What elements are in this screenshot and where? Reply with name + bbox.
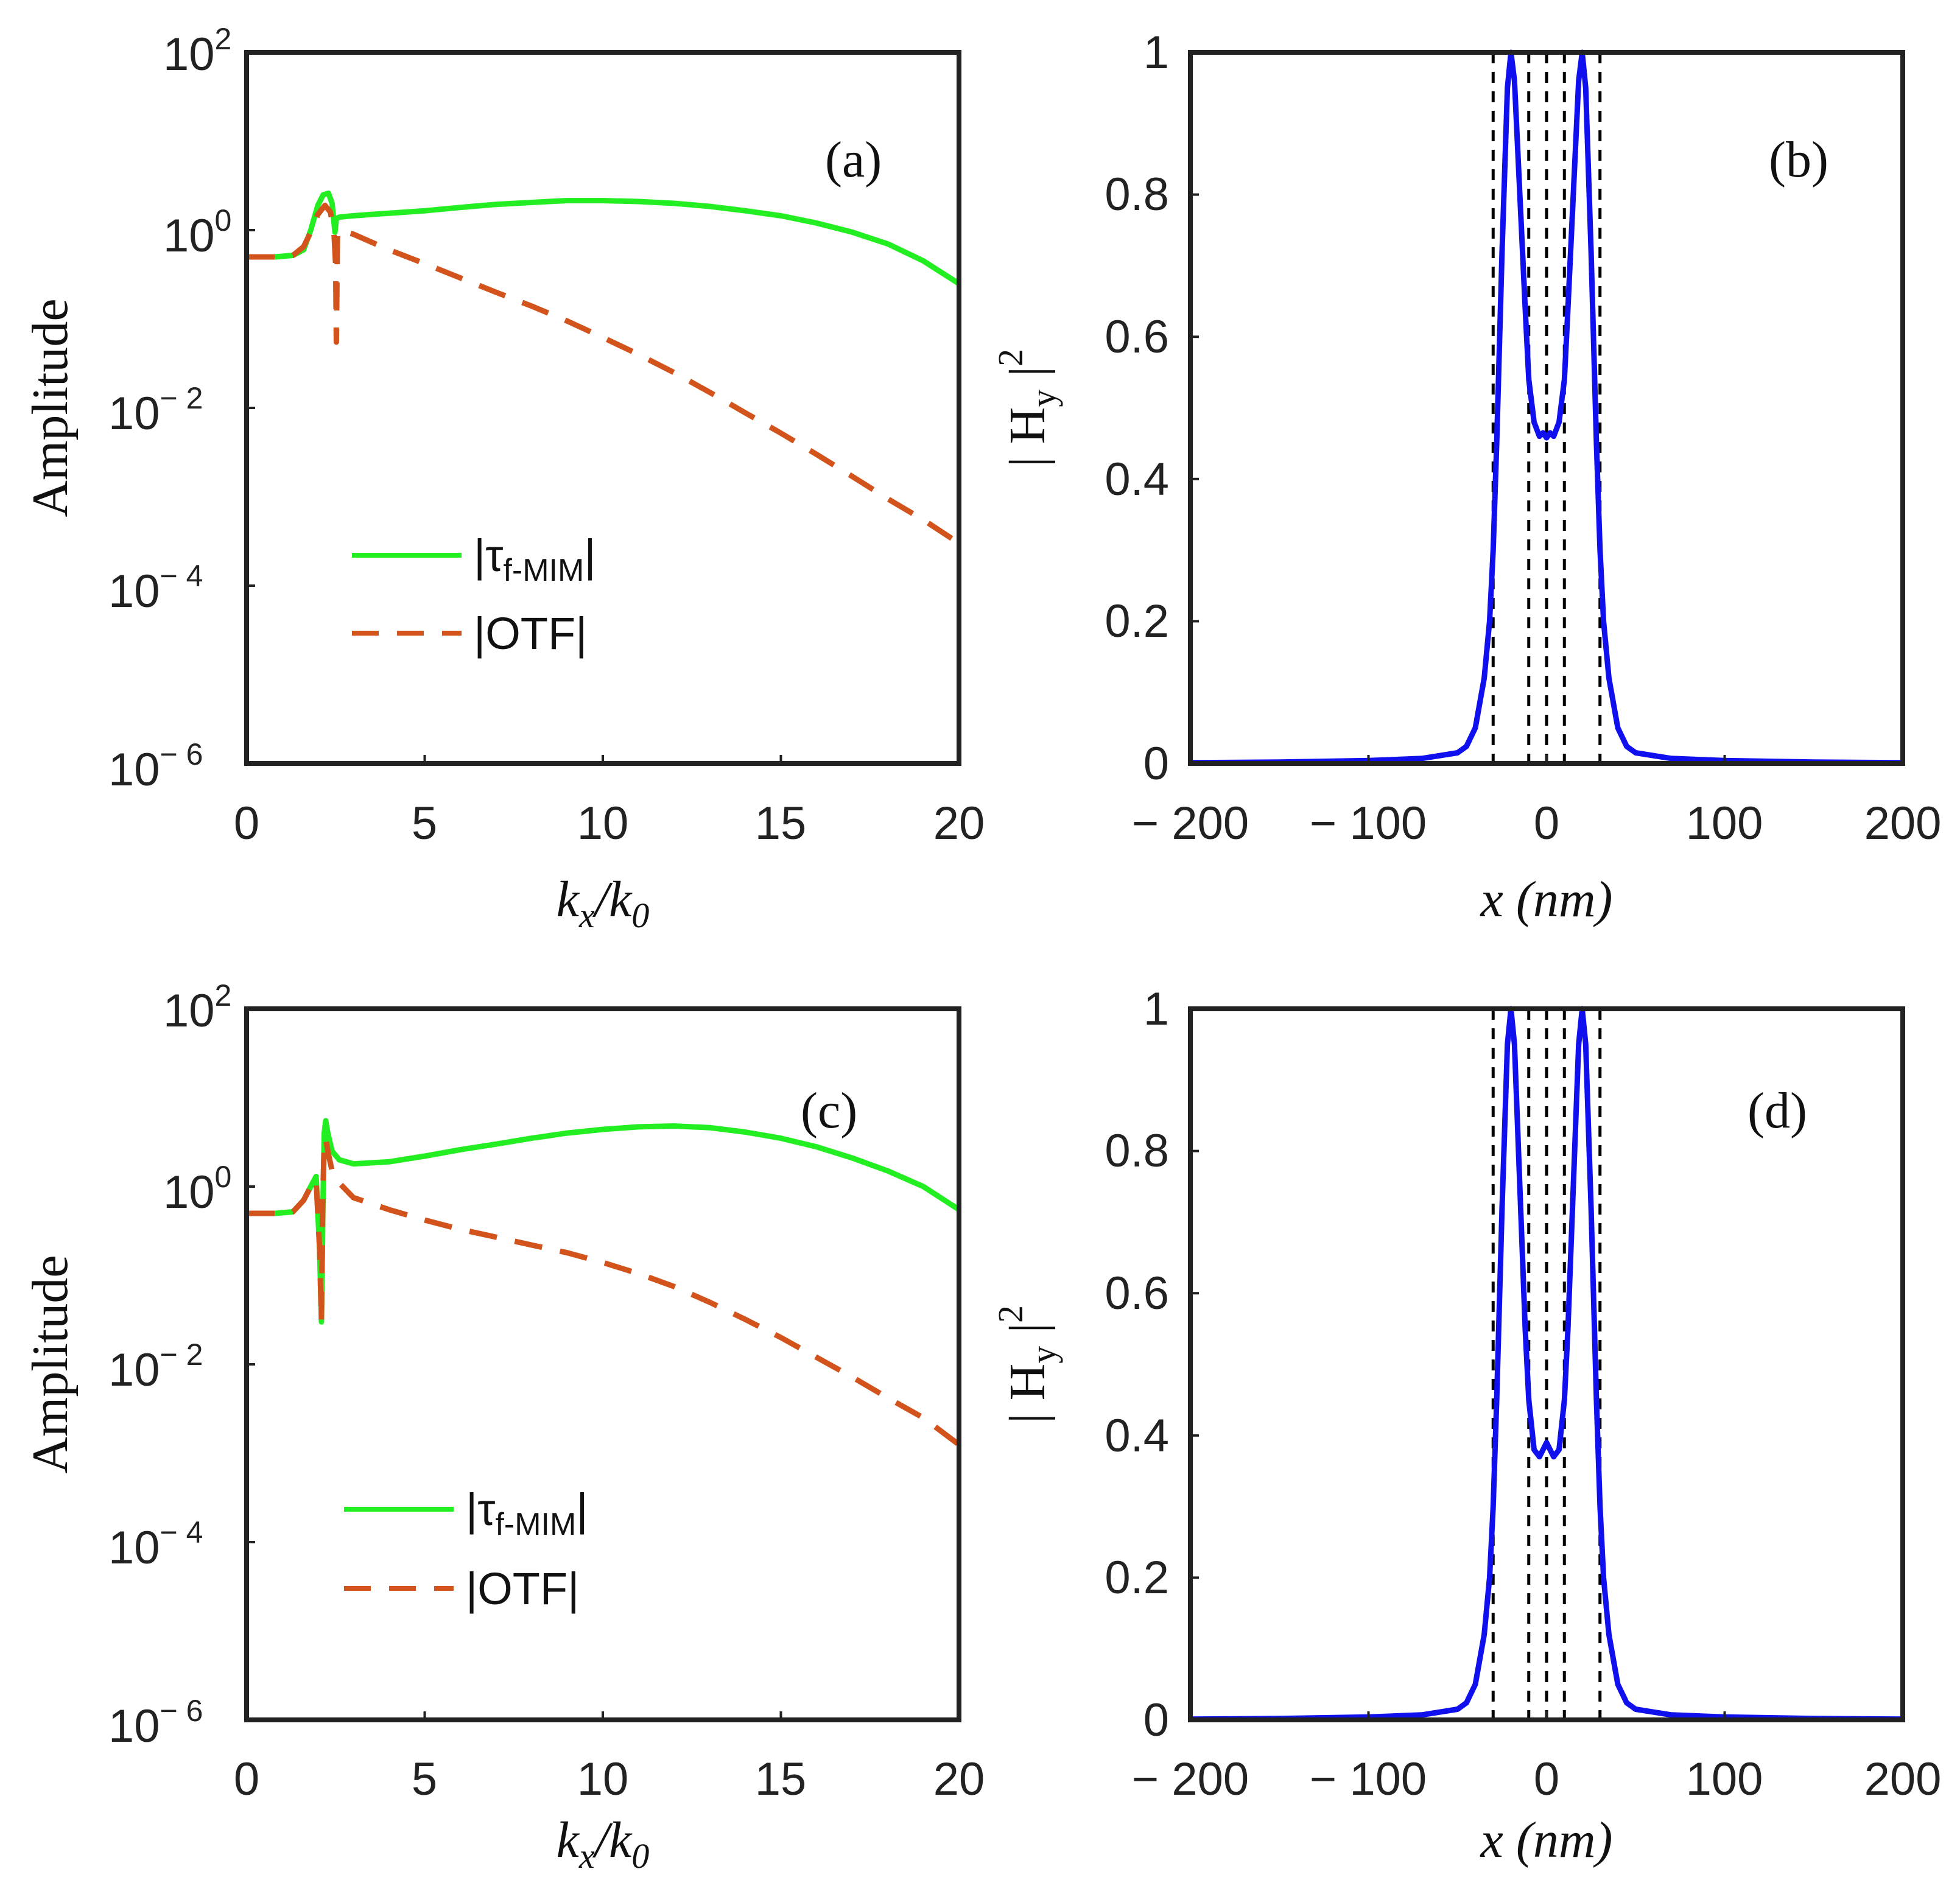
y-tick-label: 100 <box>163 203 231 262</box>
x-tick-label: 15 <box>755 798 807 849</box>
otf-series-line <box>247 202 961 546</box>
tau-series-line <box>247 1118 961 1325</box>
x-tick-label: 15 <box>755 1753 807 1805</box>
y-axis-label: | Hy |2 <box>991 349 1063 467</box>
x-axis-label: x (nm) <box>1480 1812 1613 1868</box>
legend-label-tau: |τf-MIM| <box>466 1484 588 1542</box>
y-tick-label: 0.4 <box>1105 1410 1169 1462</box>
x-tick-label: 20 <box>933 1753 985 1805</box>
y-tick-label: 10− 6 <box>108 737 203 796</box>
y-tick-label: 0 <box>1143 738 1169 790</box>
y-tick-label: 102 <box>163 22 231 80</box>
x-tick-label: 0 <box>1534 798 1559 849</box>
x-tick-label: 5 <box>412 1753 437 1805</box>
legend-label-otf: |OTF| <box>466 1563 579 1614</box>
x-tick-label: − 100 <box>1310 1753 1427 1805</box>
tau-series-line <box>247 190 961 286</box>
legend-label-tau: |τf-MIM| <box>474 530 596 588</box>
y-tick-label: 1 <box>1143 27 1169 79</box>
x-tick-label: 200 <box>1864 1753 1942 1805</box>
x-axis-label: x (nm) <box>1480 871 1613 928</box>
y-tick-label: 10− 4 <box>108 559 203 617</box>
panel-label-a: (a) <box>825 132 882 188</box>
x-tick-label: − 200 <box>1132 798 1249 849</box>
x-tick-label: 10 <box>577 798 629 849</box>
x-tick-label: 5 <box>412 798 437 849</box>
x-tick-label: 100 <box>1686 798 1763 849</box>
y-tick-label: 0.8 <box>1105 1125 1169 1177</box>
panel-label-c: (c) <box>801 1082 857 1139</box>
y-tick-label: 10− 4 <box>108 1515 203 1574</box>
x-tick-label: 0 <box>234 798 259 849</box>
x-tick-label: 200 <box>1864 798 1942 849</box>
x-tick-label: 100 <box>1686 1753 1763 1805</box>
legend: |τf-MIM| |OTF| <box>352 530 596 659</box>
hy-intensity-line <box>1190 1006 1903 1722</box>
y-axis-label: Amplitude <box>22 298 79 517</box>
panel-b: (b) − 200 − 100 0 100 200 0 0.2 0.4 0.6 … <box>991 27 1941 928</box>
y-tick-label: 100 <box>163 1160 231 1218</box>
y-tick-label: 10− 2 <box>108 1338 203 1396</box>
y-tick-label: 0.4 <box>1105 454 1169 505</box>
otf-series-line <box>247 1135 961 1447</box>
x-tick-label: 0 <box>1534 1753 1559 1805</box>
y-tick-label: 0.6 <box>1105 311 1169 363</box>
panel-label-d: (d) <box>1747 1082 1807 1139</box>
y-tick-label: 102 <box>163 978 231 1037</box>
y-tick-label: 0.6 <box>1105 1268 1169 1319</box>
panel-label-b: (b) <box>1769 132 1828 188</box>
x-tick-label: − 100 <box>1310 798 1427 849</box>
y-tick-label: 10− 6 <box>108 1694 203 1752</box>
y-axis-label: | Hy |2 <box>991 1305 1063 1423</box>
x-axis-label: kx/k0 <box>557 871 650 935</box>
x-tick-label: 20 <box>933 798 985 849</box>
x-tick-label: 0 <box>234 1753 259 1805</box>
y-tick-label: 1 <box>1143 983 1169 1035</box>
y-tick-label: 10− 2 <box>108 381 203 440</box>
x-axis-label: kx/k0 <box>557 1812 650 1876</box>
y-tick-label: 0.2 <box>1105 1552 1169 1604</box>
y-axis-label: Amplitude <box>22 1255 79 1473</box>
panel-d: (d) − 200 − 100 0 100 200 0 0.2 0.4 0.6 … <box>991 983 1941 1868</box>
x-tick-label: − 200 <box>1132 1753 1249 1805</box>
panel-c: (c) 0 5 10 15 20 102 100 10− 2 10− 4 10−… <box>22 978 985 1876</box>
x-tick-label: 10 <box>577 1753 629 1805</box>
legend: |τf-MIM| |OTF| <box>344 1484 588 1614</box>
legend-label-otf: |OTF| <box>474 608 587 659</box>
y-tick-label: 0.8 <box>1105 169 1169 220</box>
hy-intensity-line <box>1190 49 1903 766</box>
panel-a: (a) 0 5 10 15 20 102 100 10− 2 10− 4 10−… <box>22 22 985 935</box>
y-tick-label: 0.2 <box>1105 595 1169 647</box>
y-tick-label: 0 <box>1143 1694 1169 1746</box>
